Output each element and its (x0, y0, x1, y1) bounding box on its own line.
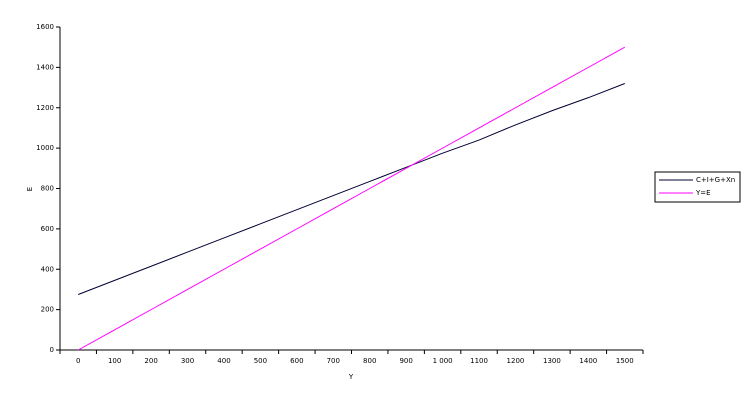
x-tick-label: 400 (217, 357, 230, 365)
x-tick-label: 1500 (616, 357, 634, 365)
x-tick-label: 100 (108, 357, 121, 365)
x-axis-label: Y (348, 373, 354, 381)
x-tick-label: 600 (290, 357, 303, 365)
x-tick-label: 900 (399, 357, 412, 365)
x-tick-label: 800 (363, 357, 376, 365)
x-tick-label: 200 (144, 357, 157, 365)
x-tick-label: 500 (254, 357, 267, 365)
legend-label: C+I+G+Xn (696, 176, 735, 184)
x-tick-label: 1300 (543, 357, 561, 365)
series-line (77, 46, 626, 351)
y-tick-label: 600 (41, 225, 54, 233)
y-tick-label: 1600 (36, 23, 54, 31)
x-tick-label: 700 (327, 357, 340, 365)
y-tick-label: 1200 (36, 104, 54, 112)
y-tick-label: 800 (41, 185, 54, 193)
x-tick-label: 300 (181, 357, 194, 365)
y-tick-label: 1400 (36, 63, 54, 71)
legend-box (654, 171, 741, 203)
y-tick-label: 1000 (36, 144, 54, 152)
series-line (78, 83, 625, 295)
x-tick-label: 1200 (507, 357, 525, 365)
x-tick-label: 1 000 (433, 357, 453, 365)
y-tick-label: 400 (41, 265, 54, 273)
y-axis-label: E (26, 187, 34, 191)
x-tick-label: 0 (76, 357, 80, 365)
y-tick-label: 0 (50, 346, 54, 354)
legend-label: Y=E (695, 189, 711, 197)
y-tick-label: 200 (41, 306, 54, 314)
x-tick-label: 1400 (579, 357, 597, 365)
x-tick-label: 1100 (470, 357, 488, 365)
